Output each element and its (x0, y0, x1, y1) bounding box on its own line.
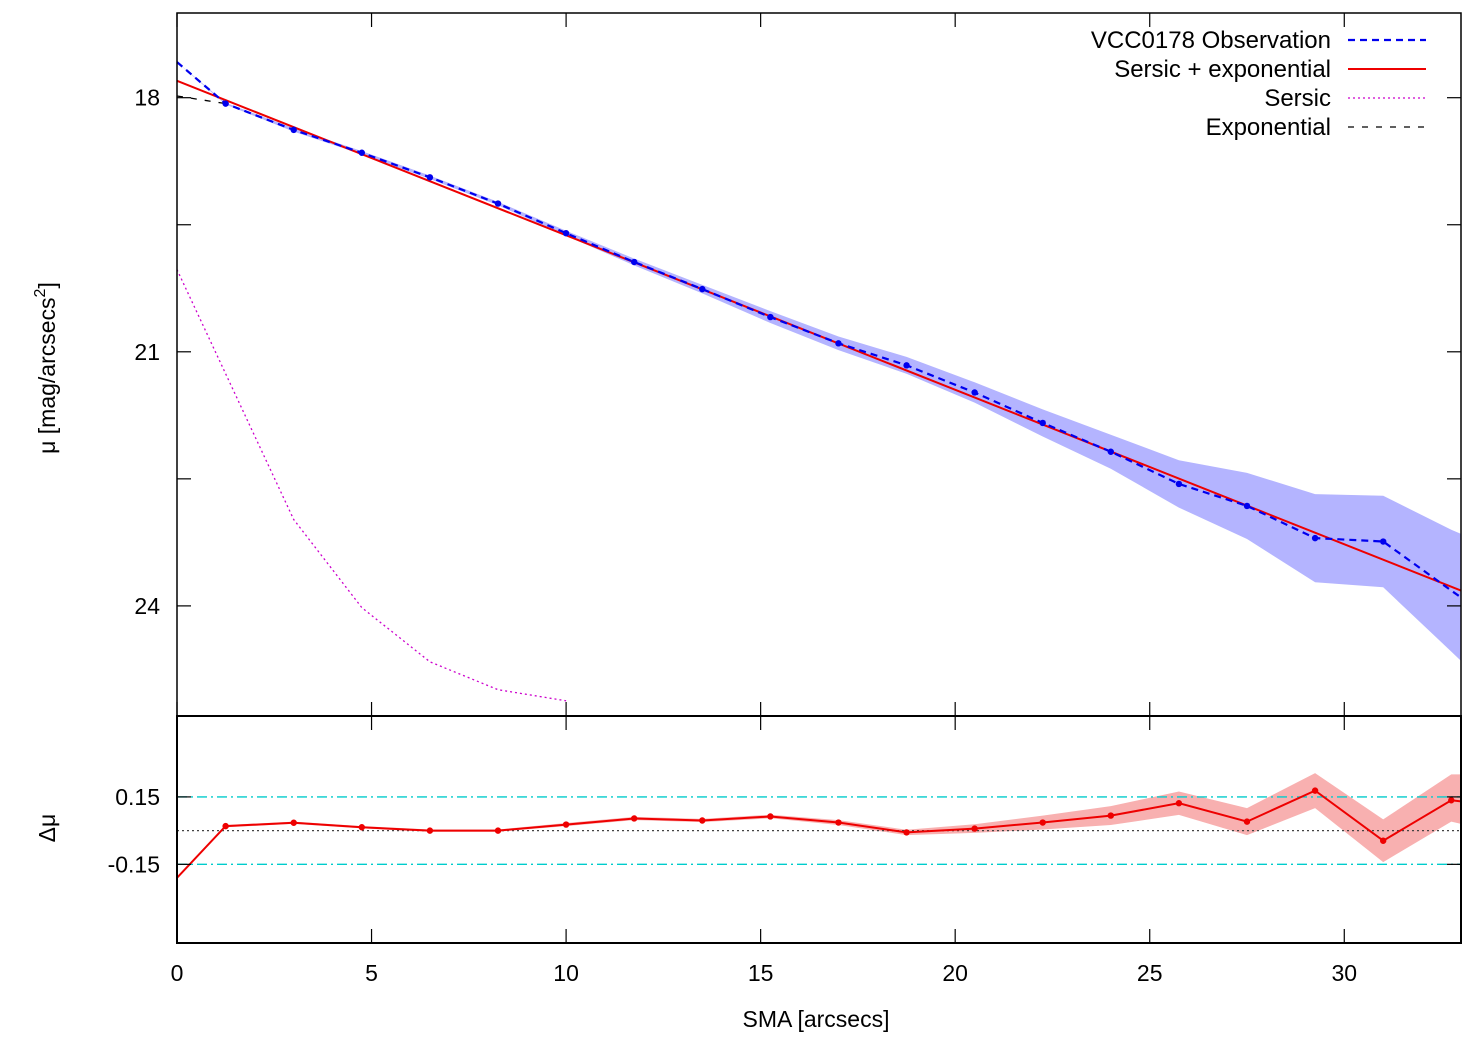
residual-point-8 (699, 817, 706, 824)
residual-point-3 (358, 824, 366, 831)
main-y-axis-label: μ [mag/arcsecs2] (32, 282, 60, 454)
series-line-3 (177, 269, 567, 702)
observation-point-2 (290, 126, 297, 134)
residual-point-4 (426, 827, 434, 834)
residual-point-12 (971, 825, 978, 832)
residual-point-7 (630, 815, 638, 822)
residual-point-13 (1039, 819, 1046, 826)
markers-layer (222, 100, 1455, 844)
observation-point-15 (1175, 480, 1183, 488)
observation-point-1 (222, 100, 229, 107)
residual-point-18 (1379, 837, 1387, 844)
x-tick-label-2: 5 (365, 960, 378, 986)
legend-label-3: Sersic (1264, 85, 1331, 112)
observation-point-17 (1311, 534, 1319, 542)
residual-point-6 (562, 821, 570, 828)
residual-point-10 (835, 819, 842, 826)
observation-point-13 (1039, 419, 1046, 427)
observation-point-7 (630, 258, 638, 266)
observation-point-14 (1107, 448, 1115, 455)
observation-point-8 (699, 285, 706, 293)
residual-y-axis-label: Δμ (34, 814, 60, 843)
main-y-axis-label-suffix: ] (34, 282, 60, 288)
legend-label-2: Sersic + exponential (1114, 56, 1331, 83)
residual-point-1 (222, 822, 229, 830)
residual-point-15 (1175, 800, 1183, 807)
series-layer (177, 61, 1461, 879)
legend-label-4: Exponential (1206, 114, 1331, 141)
residual-point-5 (494, 827, 502, 834)
observation-point-11 (903, 362, 910, 369)
reference-lines-layer (177, 796, 1461, 866)
residual-point-11 (903, 829, 910, 836)
observation-point-4 (426, 174, 434, 181)
observation-point-3 (358, 149, 366, 156)
observation-point-16 (1243, 502, 1251, 510)
observation-point-18 (1379, 538, 1387, 545)
observation-point-9 (767, 313, 774, 321)
main-y-axis-label-text: μ [mag/arcsecs (34, 297, 60, 453)
x-tick-label-1: 0 (171, 960, 184, 986)
x-tick-label-7: 30 (1331, 960, 1357, 986)
residual-point-17 (1311, 787, 1319, 794)
x-tick-label-4: 15 (748, 960, 774, 986)
legend-label-1: VCC0178 Observation (1091, 27, 1331, 54)
x-tick-label-3: 10 (553, 960, 579, 986)
main-y-tick-label-2: 21 (134, 339, 160, 365)
residual-panel-frame (176, 715, 1462, 944)
observation-error-band (177, 62, 1461, 661)
x-axis-label: SMA [arcsecs] (743, 1006, 890, 1032)
main-y-tick-label-3: 24 (134, 593, 160, 619)
axes-frame (176, 12, 1462, 944)
main-y-tick-label-1: 18 (134, 85, 160, 111)
observation-point-12 (971, 389, 978, 396)
observation-point-10 (835, 340, 842, 347)
x-tick-label-5: 20 (942, 960, 968, 986)
ticks-layer: 0 5 10 15 20 25 30 18 21 24 0.15 -0.15 (108, 13, 1461, 986)
res-y-tick-label-2: -0.15 (108, 851, 160, 877)
residual-point-2 (290, 819, 297, 826)
bands-layer (177, 62, 1461, 878)
res-y-tick-label-1: 0.15 (115, 784, 160, 810)
residual-point-14 (1107, 812, 1115, 819)
residual-point-16 (1243, 818, 1251, 825)
observation-point-5 (494, 200, 502, 207)
main-y-axis-label-superscript: 2 (32, 288, 49, 297)
residual-point-9 (767, 813, 774, 820)
observation-point-6 (562, 230, 570, 237)
residual-error-band (177, 773, 1461, 878)
x-tick-label-6: 25 (1137, 960, 1163, 986)
residual-point-19 (1448, 797, 1455, 804)
